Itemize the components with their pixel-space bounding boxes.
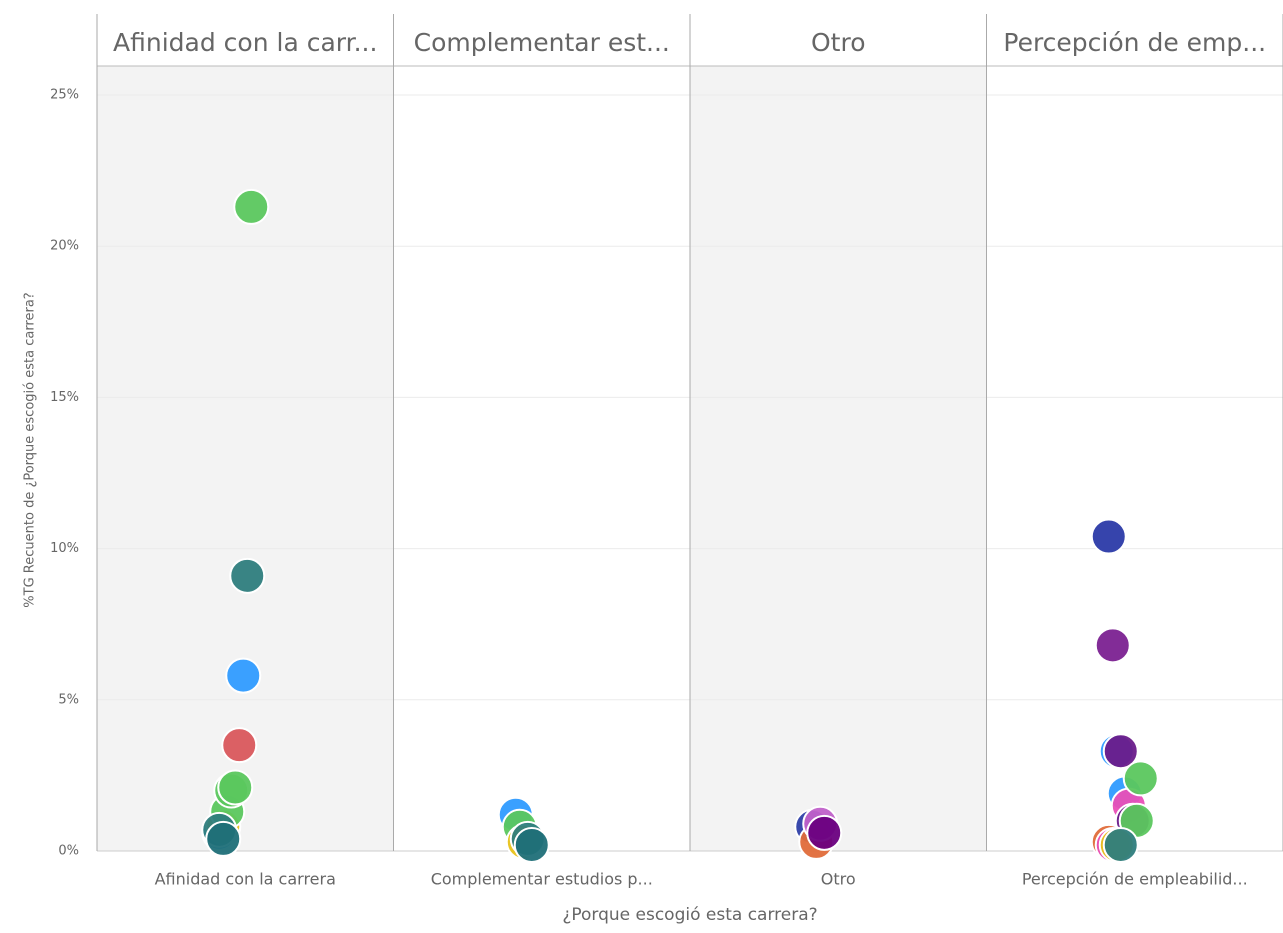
x-tick-label: Percepción de empleabilid...: [1022, 870, 1248, 889]
point: [806, 814, 843, 851]
x-axis-label: ¿Porque escogió esta carrera?: [562, 905, 817, 925]
point: [225, 657, 262, 694]
panel-title: Otro: [811, 28, 866, 57]
y-tick-label: 10%: [50, 541, 79, 556]
point: [1102, 733, 1139, 770]
panel-title: Complementar est...: [414, 28, 670, 57]
point: [217, 769, 254, 806]
y-tick-label: 20%: [50, 239, 79, 254]
x-tick-label: Complementar estudios p...: [431, 870, 653, 889]
y-tick-label: 0%: [58, 844, 79, 859]
panel-background: [690, 66, 987, 851]
panel-title: Afinidad con la carr...: [113, 28, 377, 57]
x-tick-label: Afinidad con la carrera: [155, 870, 336, 889]
y-tick-label: 15%: [50, 390, 79, 405]
y-tick-label: 5%: [58, 692, 79, 707]
point: [221, 727, 258, 764]
point: [229, 557, 266, 594]
y-tick-label: 25%: [50, 88, 79, 103]
point: [1102, 826, 1139, 863]
x-tick-label: Otro: [821, 870, 856, 889]
point: [205, 820, 242, 857]
point: [1090, 518, 1127, 555]
point: [1094, 627, 1131, 664]
point: [233, 188, 270, 225]
point: [1122, 760, 1159, 797]
y-axis-label: %TG Recuento de ¿Porque escogió esta car…: [23, 292, 38, 607]
point: [513, 826, 550, 863]
panel-title: Percepción de emp...: [1003, 28, 1266, 57]
